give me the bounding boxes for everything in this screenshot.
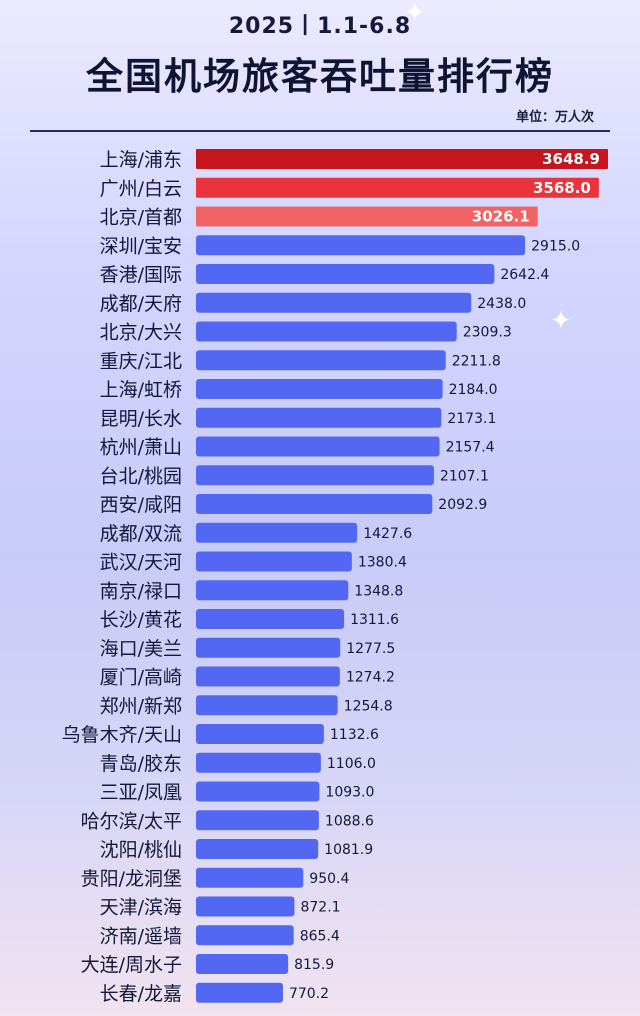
bar	[196, 264, 495, 284]
value-label: 2173.1	[447, 411, 496, 427]
category-label: 郑州/新郑	[100, 695, 182, 717]
value-label: 1132.6	[330, 727, 379, 743]
category-label: 三亚/凤凰	[100, 782, 182, 804]
title-divider	[30, 130, 610, 132]
value-label: 2184.0	[449, 382, 498, 398]
value-label: 2107.1	[440, 468, 489, 484]
category-label: 上海/浦东	[100, 149, 182, 171]
category-label: 昆明/长水	[100, 408, 182, 430]
value-label: 3648.9	[542, 150, 600, 168]
category-label: 长沙/黄花	[100, 609, 182, 631]
bar	[196, 235, 526, 256]
category-label: 广州/白云	[100, 178, 182, 200]
category-label: 深圳/宝安	[100, 235, 182, 257]
sparkle-icon: ✦	[550, 306, 572, 336]
bar	[196, 177, 599, 198]
ranking-bar-chart: 上海/浦东 3648.9 广州/白云 3568.0 北京/首都 3026.1 深圳/宝安 29…	[62, 149, 608, 1005]
bar	[196, 810, 319, 831]
bar	[196, 609, 345, 629]
category-label: 西安/咸阳	[100, 494, 182, 516]
bar	[196, 465, 434, 486]
category-label: 青岛/胶东	[100, 753, 182, 775]
value-label: 1380.4	[358, 555, 407, 571]
category-label: 海口/美兰	[100, 638, 182, 660]
bar	[196, 781, 320, 802]
value-label: 1093.0	[325, 785, 374, 801]
unit-label: 单位：万人次	[515, 110, 594, 125]
category-label: 成都/天府	[100, 293, 182, 315]
value-label: 1348.8	[354, 583, 403, 599]
category-label: 武汉/天河	[100, 552, 182, 574]
value-label: 2309.3	[463, 325, 512, 341]
value-label: 950.4	[309, 871, 349, 887]
value-label: 865.4	[300, 928, 340, 944]
category-label: 贵阳/龙洞堡	[81, 868, 182, 890]
value-label: 770.2	[289, 986, 329, 1002]
value-label: 872.1	[300, 900, 340, 916]
value-label: 1088.6	[325, 813, 374, 829]
bar	[196, 580, 349, 601]
category-label: 天津/滨海	[100, 897, 182, 919]
date-range: 2025丨1.1-6.8	[228, 14, 412, 39]
category-label: 长春/龙嘉	[100, 983, 182, 1005]
value-label: 2438.0	[477, 296, 526, 312]
category-label: 北京/大兴	[100, 322, 182, 344]
value-label: 3568.0	[533, 179, 591, 197]
bar	[196, 407, 442, 428]
value-label: 1274.2	[346, 670, 395, 686]
page-title: 全国机场旅客吞吐量排行榜	[86, 55, 554, 98]
category-label: 南京/禄口	[100, 580, 182, 602]
value-label: 2642.4	[500, 267, 549, 283]
bar	[196, 292, 472, 313]
value-label: 1254.8	[344, 698, 393, 714]
category-label: 厦门/高崎	[100, 667, 182, 689]
value-label: 2211.8	[452, 353, 501, 369]
bar	[196, 695, 338, 716]
value-label: 1106.0	[327, 756, 376, 772]
category-label: 台北/桃园	[100, 465, 182, 487]
category-label: 重庆/江北	[100, 350, 182, 372]
category-label: 杭州/萧山	[100, 437, 182, 459]
category-label: 上海/虹桥	[100, 379, 182, 401]
bar	[196, 379, 443, 399]
value-label: 2092.9	[438, 497, 487, 513]
category-label: 乌鲁木齐/天山	[62, 724, 182, 746]
bar	[196, 867, 304, 888]
bar	[196, 752, 321, 773]
bar	[196, 925, 294, 946]
bar	[196, 551, 352, 572]
bar	[196, 982, 283, 1003]
bar	[196, 350, 446, 371]
value-label: 1311.6	[350, 612, 399, 628]
bar	[196, 637, 341, 658]
bar	[196, 321, 457, 342]
value-label: 2157.4	[446, 440, 495, 456]
value-label: 1277.5	[346, 641, 395, 657]
category-label: 哈尔滨/太平	[81, 810, 182, 832]
category-label: 北京/首都	[100, 207, 182, 229]
value-label: 815.9	[294, 957, 334, 973]
bar	[196, 149, 608, 169]
sparkle-icon: ✦	[404, 0, 426, 28]
bar	[196, 954, 289, 974]
value-label: 3026.1	[472, 208, 530, 226]
bar	[196, 494, 433, 514]
bar	[196, 724, 324, 744]
bar	[196, 896, 295, 917]
value-label: 1427.6	[363, 526, 412, 542]
bar	[196, 522, 358, 543]
bar	[196, 206, 538, 227]
category-label: 沈阳/桃仙	[100, 839, 182, 861]
category-label: 大连/周水子	[81, 954, 182, 976]
bar	[196, 666, 340, 687]
bar	[196, 436, 440, 457]
bar	[196, 839, 319, 859]
value-label: 1081.9	[324, 842, 373, 858]
value-label: 2915.0	[531, 238, 580, 254]
category-label: 济南/遥墙	[100, 925, 182, 947]
category-label: 成都/双流	[100, 523, 182, 545]
category-label: 香港/国际	[100, 264, 182, 286]
